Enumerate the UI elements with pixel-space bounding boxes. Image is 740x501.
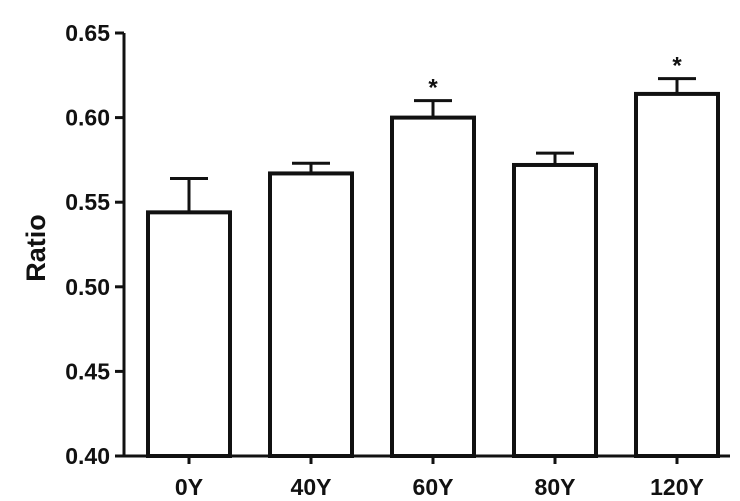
y-tick-label: 0.50 xyxy=(65,274,110,300)
x-tick-label: 60Y xyxy=(413,474,454,500)
y-tick-label: 0.45 xyxy=(65,358,110,384)
y-tick-label: 0.55 xyxy=(65,189,110,215)
y-tick-label: 0.60 xyxy=(65,105,110,131)
x-tick-label: 80Y xyxy=(535,474,576,500)
y-tick-label: 0.40 xyxy=(65,443,110,469)
y-axis-title: Ratio xyxy=(21,214,51,282)
bar xyxy=(512,162,598,458)
significance-marker: * xyxy=(428,75,438,102)
significance-marker: * xyxy=(672,53,682,80)
bar xyxy=(268,171,354,458)
x-tick-label: 0Y xyxy=(175,474,203,500)
y-tick-label: 0.65 xyxy=(65,20,110,46)
bar xyxy=(390,115,476,458)
bar xyxy=(146,210,232,458)
bar xyxy=(634,91,720,459)
x-tick-label: 120Y xyxy=(650,474,704,500)
x-tick-label: 40Y xyxy=(291,474,332,500)
plot-area: 0.40 0.45 0.50 0.55 0.60 0.65 0Y 40Y 60Y * 80Y 120Y… xyxy=(65,20,730,500)
